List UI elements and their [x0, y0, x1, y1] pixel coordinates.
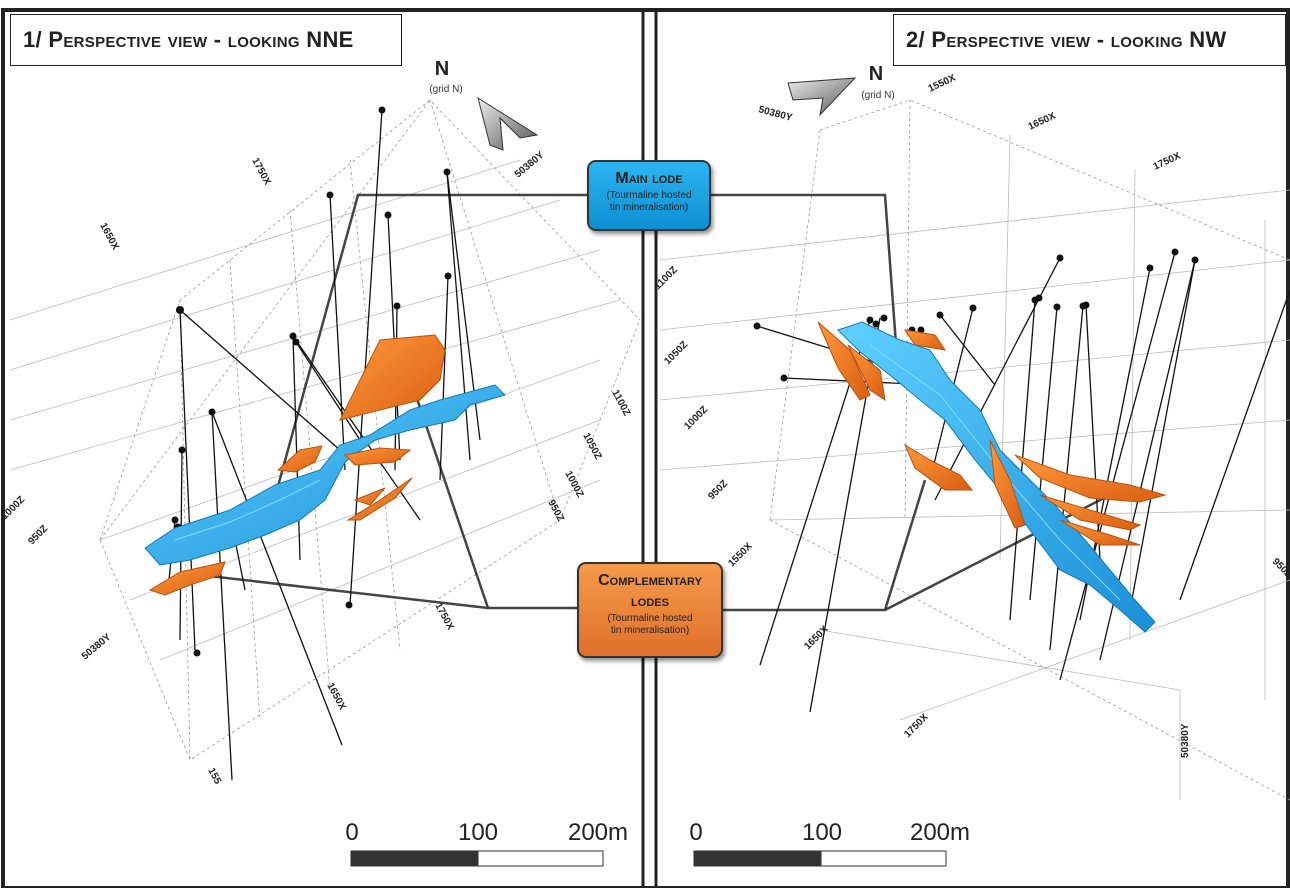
right-label-1750x-bottom: 1750X	[902, 712, 930, 740]
right-grid-solid	[659, 134, 1290, 800]
right-grid	[769, 99, 1290, 801]
left-label-950z-left: 950Z	[26, 523, 50, 547]
left-label-50380y-bottom: 50380Y	[80, 631, 114, 662]
main-lode-callout: Main lode (Tourmaline hosted tin mineral…	[587, 160, 711, 231]
right-label-1550x: 1550X	[927, 72, 958, 94]
left-comp-connector-b	[199, 573, 489, 610]
left-north-sublabel: (grid N)	[429, 84, 462, 95]
left-north-arrow: N (grid N)	[429, 58, 539, 151]
left-scale-100: 100	[458, 819, 498, 846]
right-label-50380y-top: 50380Y	[757, 104, 793, 124]
left-scale-200m: 200m	[568, 819, 628, 846]
right-label-1650x: 1650X	[1027, 110, 1058, 132]
main-lode-subtitle-1: (Tourmaline hosted	[606, 190, 692, 201]
complementary-lodes-subtitle-2: tin mineralisation)	[610, 625, 690, 636]
right-label-1650x-bottom: 1650X	[802, 624, 830, 652]
right-scale-200m: 200m	[910, 819, 970, 846]
right-main-connector	[711, 193, 899, 359]
right-collars	[753, 248, 1199, 382]
left-label-950z: 950Z	[545, 498, 565, 523]
left-label-1750x-bottom: 1750X	[432, 601, 455, 632]
complementary-lodes-title-1: Complementary	[598, 572, 702, 589]
right-north-sublabel: (grid N)	[861, 90, 894, 101]
left-label-1550x-bottom: 155	[205, 766, 223, 786]
left-complementary-lodes	[148, 334, 446, 596]
left-label-1050z: 1050Z	[580, 431, 603, 461]
right-complementary-lodes	[817, 321, 1167, 546]
right-label-1550x-bottom: 1550X	[726, 541, 754, 569]
right-label-1050z: 1050Z	[662, 339, 690, 367]
left-scale-0: 0	[345, 819, 358, 846]
right-label-950z: 950Z	[706, 478, 730, 502]
left-label-1750x: 1750X	[249, 156, 272, 187]
left-grid	[99, 99, 641, 761]
figure-frame	[1, 8, 1290, 888]
left-main-connector	[270, 193, 588, 509]
left-label-1000z: 1000Z	[562, 469, 585, 499]
right-panel-title: 2/ Perspective view - looking NW	[893, 14, 1286, 66]
left-panel-title: 1/ Perspective view - looking NNE	[10, 14, 402, 66]
right-label-1000z: 1000Z	[682, 404, 710, 432]
left-grid-solid	[9, 159, 621, 661]
complementary-lodes-subtitle-1: (Tourmaline hosted	[607, 613, 693, 624]
left-grid-labels: 1750X 1650X 50380Y 1100Z 1050Z 1000Z 950…	[0, 149, 632, 786]
right-label-1750x: 1750X	[1152, 150, 1183, 172]
left-north-label: N	[435, 58, 449, 80]
right-comp-connector-a	[723, 479, 927, 612]
left-label-1100z: 1100Z	[609, 388, 632, 418]
main-lode-title: Main lode	[615, 170, 683, 187]
left-label-1650x: 1650X	[97, 221, 120, 252]
right-scale-bar: 0 100 200m	[689, 819, 970, 867]
right-north-arrow: N (grid N)	[787, 63, 895, 117]
right-scale-100: 100	[802, 819, 842, 846]
right-north-label: N	[869, 63, 883, 85]
right-label-50380y-bottom: 50380Y	[1180, 723, 1191, 758]
right-scale-0: 0	[689, 819, 702, 846]
left-main-lode	[144, 384, 506, 566]
main-lode-subtitle-2: tin mineralisation)	[609, 202, 689, 213]
complementary-lodes-title-2: lodes	[631, 593, 669, 610]
complementary-lodes-callout: Complementary lodes (Tourmaline hosted t…	[577, 562, 723, 658]
left-scale-bar: 0 100 200m	[345, 819, 628, 867]
left-label-50380y-top: 50380Y	[513, 149, 547, 180]
